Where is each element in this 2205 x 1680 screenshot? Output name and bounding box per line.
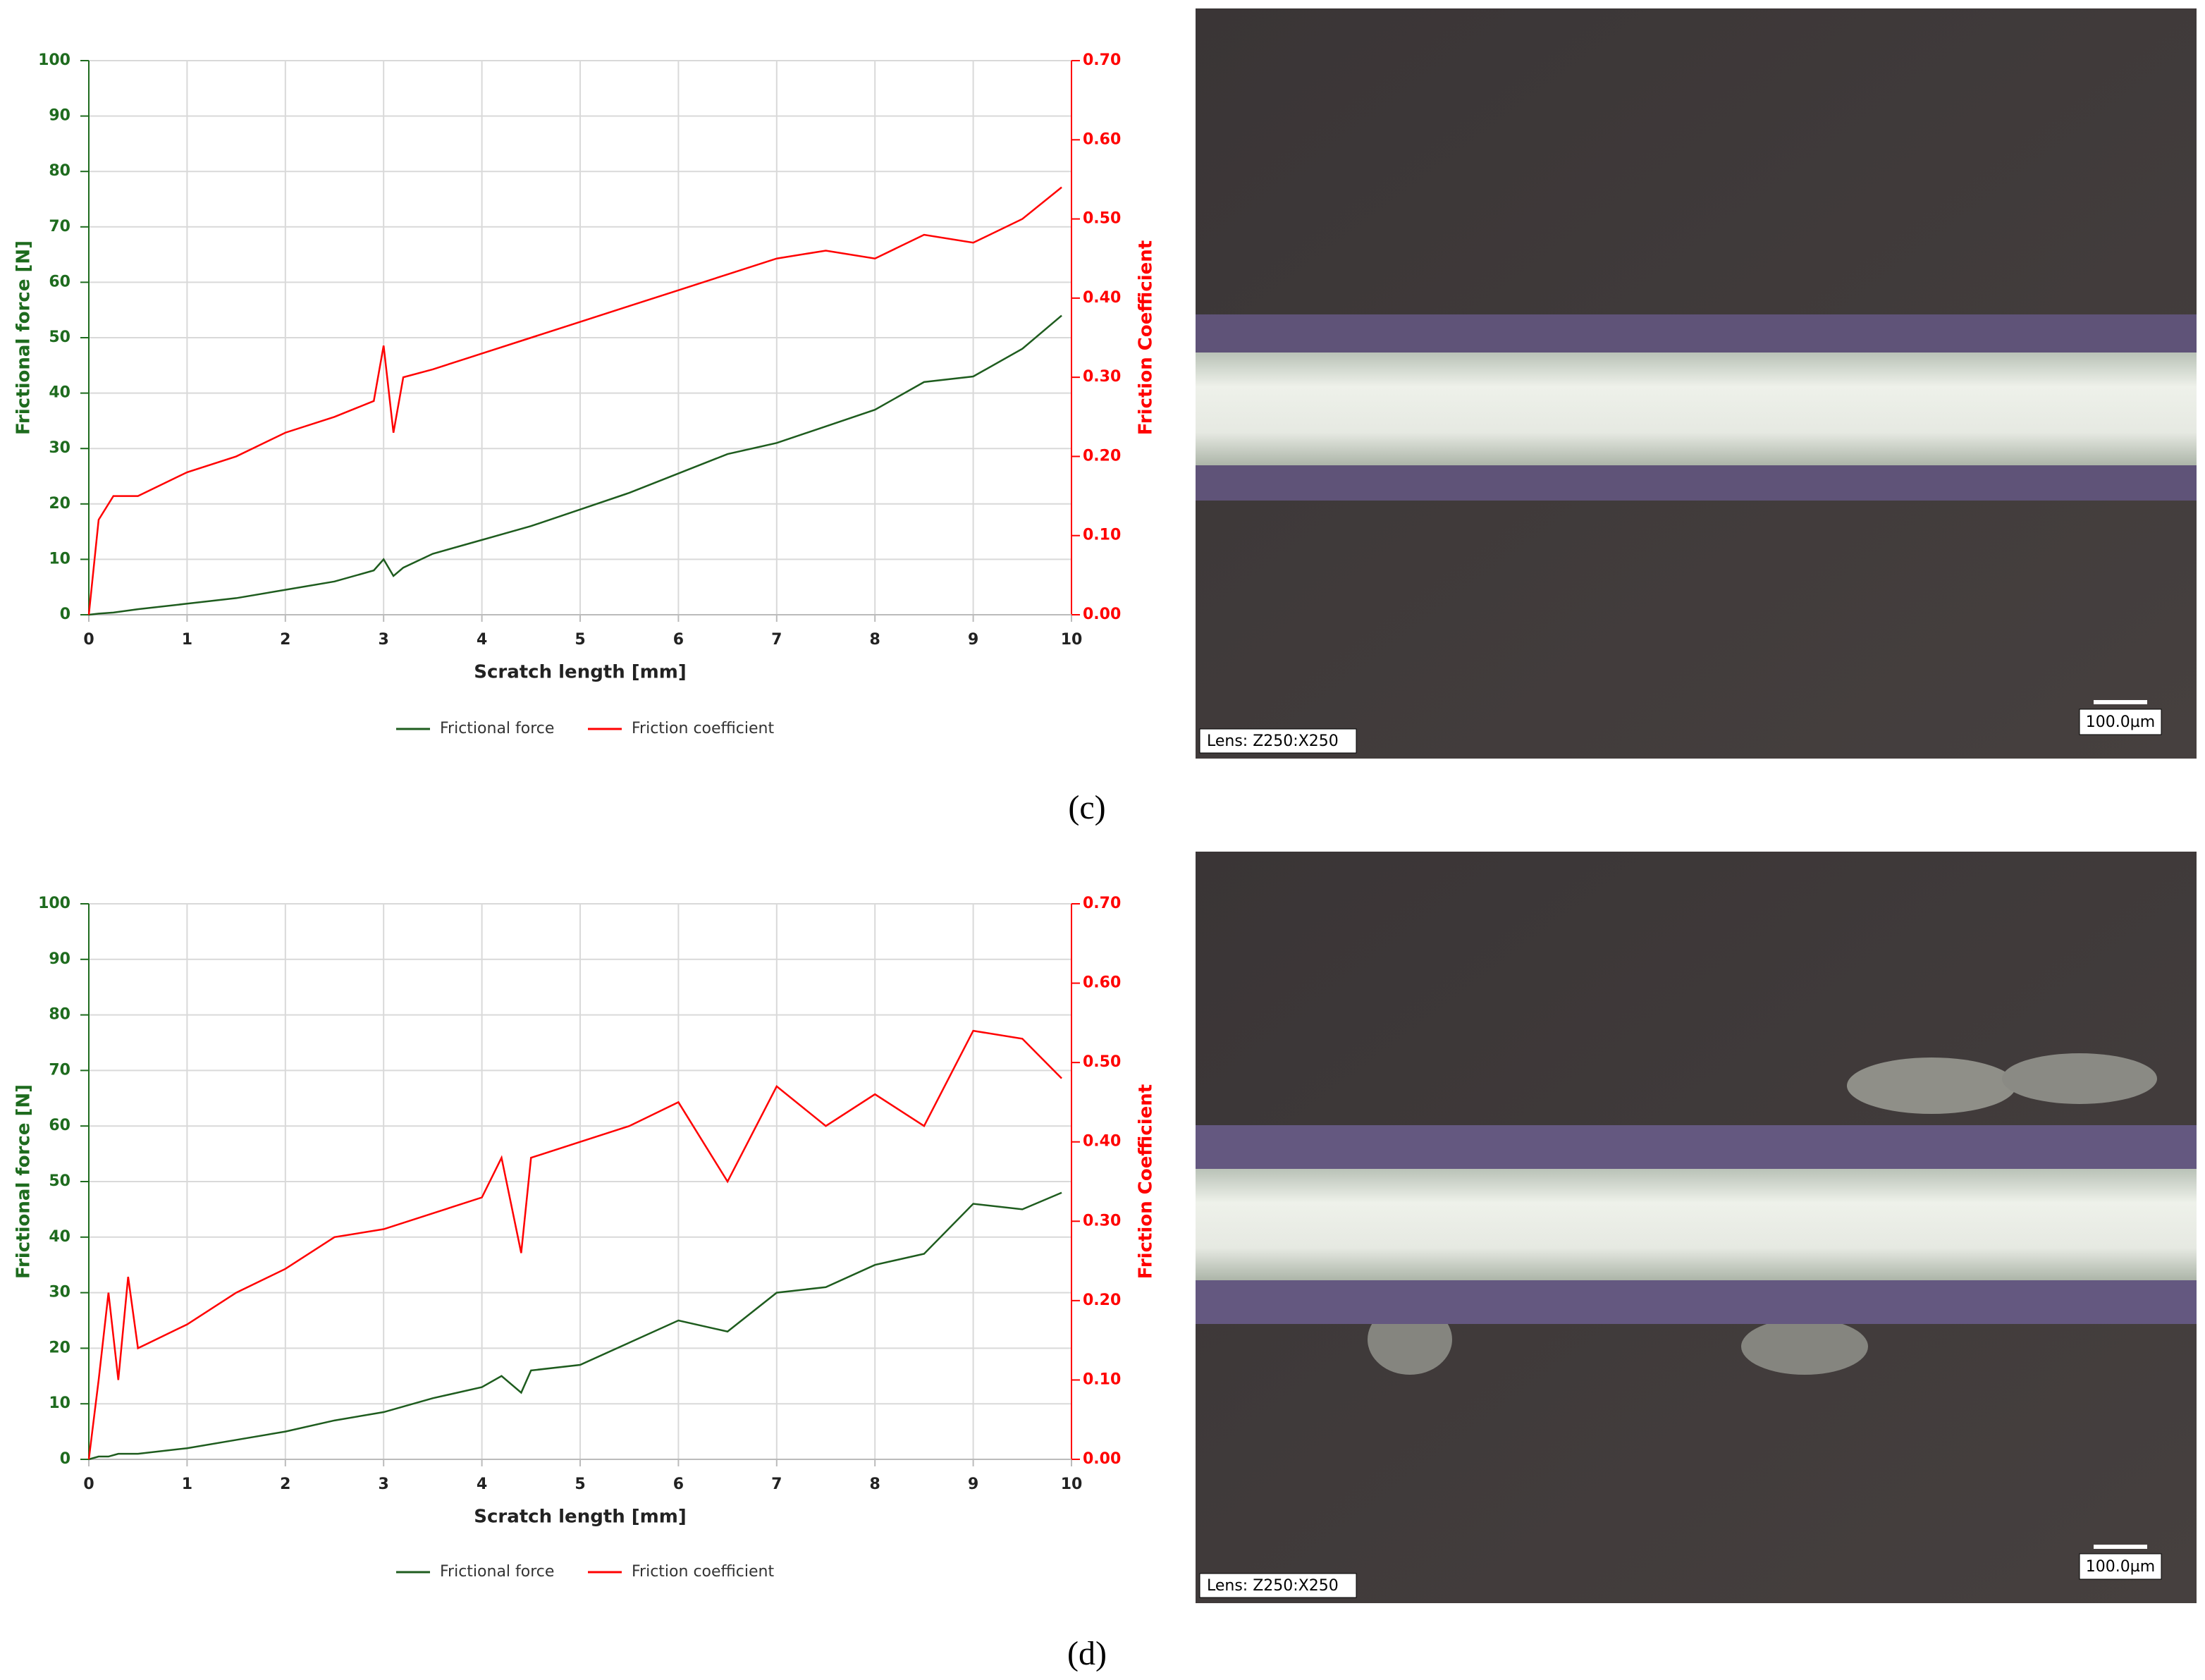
- micrograph: Lens: Z250:X250 100.0µm: [1196, 8, 2197, 759]
- lens-label: Lens: Z250:X250: [1207, 1577, 1339, 1595]
- x-tick-label: 5: [575, 631, 585, 649]
- y-tick-label: 50: [49, 1172, 70, 1190]
- x-tick-label: 0: [83, 1476, 94, 1493]
- series-line: [87, 186, 1062, 615]
- legend-label: Friction coefficient: [632, 1563, 774, 1581]
- y2-tick-label: 0.50: [1083, 210, 1121, 228]
- y-tick-label: 40: [49, 384, 70, 402]
- y-tick-label: 100: [38, 51, 70, 69]
- y2-axis-title: Friction Coefficient: [1136, 1084, 1157, 1279]
- y2-tick-label: 0.20: [1083, 447, 1121, 465]
- y-tick-label: 40: [49, 1228, 70, 1246]
- y2-tick-label: 0.70: [1083, 895, 1121, 912]
- panel-label: (d): [1067, 1635, 1107, 1672]
- y-tick-label: 60: [49, 273, 70, 290]
- legend-label: Friction coefficient: [632, 720, 774, 737]
- y-tick-label: 80: [49, 1006, 70, 1024]
- lens-box: [1199, 728, 1357, 754]
- y-tick-label: 90: [49, 950, 70, 968]
- y-tick-label: 70: [49, 218, 70, 235]
- y2-tick-label: 0.00: [1083, 606, 1121, 623]
- groove-edge: [1196, 314, 2197, 354]
- y-tick-label: 60: [49, 1117, 70, 1134]
- scale-box: [2079, 1553, 2162, 1580]
- y-tick-label: 0: [60, 1450, 70, 1468]
- panel-label: (c): [1068, 789, 1105, 826]
- y-tick-label: 10: [49, 1394, 70, 1412]
- y-tick-label: 20: [49, 495, 70, 513]
- y2-tick-label: 0.40: [1083, 289, 1121, 307]
- y2-tick-label: 0.30: [1083, 368, 1121, 386]
- x-tick-label: 2: [280, 631, 290, 649]
- x-tick-label: 1: [182, 1476, 192, 1493]
- x-tick-label: 6: [673, 631, 684, 649]
- x-axis-title: Scratch length [mm]: [474, 662, 687, 683]
- y2-tick-label: 0.70: [1083, 51, 1121, 69]
- x-tick-label: 9: [968, 1476, 978, 1493]
- y2-tick-label: 0.10: [1083, 1371, 1121, 1388]
- x-tick-label: 10: [1061, 631, 1083, 649]
- y-tick-label: 30: [49, 1284, 70, 1301]
- y-tick-label: 0: [60, 606, 70, 623]
- x-tick-label: 7: [771, 1476, 782, 1493]
- y-tick-label: 20: [49, 1339, 70, 1356]
- y-tick-label: 90: [49, 107, 70, 125]
- x-tick-label: 5: [575, 1476, 585, 1493]
- y2-tick-label: 0.00: [1083, 1450, 1121, 1468]
- x-tick-label: 8: [870, 1476, 880, 1493]
- spall: [2002, 1053, 2157, 1104]
- y-tick-label: 70: [49, 1061, 70, 1079]
- x-tick-label: 10: [1061, 1476, 1083, 1493]
- x-tick-label: 7: [771, 631, 782, 649]
- series-line: [87, 1029, 1062, 1460]
- x-tick-label: 3: [379, 1476, 389, 1493]
- x-tick-label: 1: [182, 631, 192, 649]
- groove-edge: [1196, 465, 2197, 501]
- scratch-track: [1196, 352, 2197, 467]
- lens-label: Lens: Z250:X250: [1207, 732, 1339, 750]
- spall: [1741, 1318, 1868, 1375]
- scale-label: 100.0µm: [2086, 1558, 2155, 1576]
- spall: [1847, 1057, 2016, 1114]
- x-tick-label: 0: [83, 631, 94, 649]
- groove-edge: [1196, 1280, 2197, 1324]
- y-axis-title: Frictional force [N]: [13, 240, 35, 435]
- y2-tick-label: 0.60: [1083, 974, 1121, 992]
- y-tick-label: 30: [49, 439, 70, 457]
- series-line: [88, 314, 1062, 616]
- series-line: [88, 1191, 1062, 1461]
- micrograph: Lens: Z250:X250 100.0µm: [1196, 852, 2197, 1603]
- scale-box: [2079, 709, 2162, 735]
- y-tick-label: 10: [49, 550, 70, 568]
- y2-tick-label: 0.20: [1083, 1292, 1121, 1309]
- x-tick-label: 2: [280, 1476, 290, 1493]
- y-tick-label: 100: [38, 895, 70, 912]
- y2-tick-label: 0.10: [1083, 527, 1121, 544]
- y2-tick-label: 0.50: [1083, 1053, 1121, 1071]
- legend-label: Frictional force: [440, 720, 554, 737]
- y-tick-label: 80: [49, 162, 70, 180]
- lens-box: [1199, 1573, 1357, 1598]
- x-tick-label: 4: [477, 631, 487, 649]
- y2-tick-label: 0.30: [1083, 1212, 1121, 1230]
- scratch-track: [1196, 1169, 2197, 1282]
- groove-edge: [1196, 1125, 2197, 1170]
- legend-label: Frictional force: [440, 1563, 554, 1581]
- x-tick-label: 3: [379, 631, 389, 649]
- y2-axis-title: Friction Coefficient: [1136, 240, 1157, 435]
- x-tick-label: 9: [968, 631, 978, 649]
- y-axis-title: Frictional force [N]: [13, 1084, 35, 1279]
- x-tick-label: 6: [673, 1476, 684, 1493]
- y-tick-label: 50: [49, 329, 70, 346]
- x-tick-label: 4: [477, 1476, 487, 1493]
- x-tick-label: 8: [870, 631, 880, 649]
- x-axis-title: Scratch length [mm]: [474, 1507, 687, 1528]
- scale-label: 100.0µm: [2086, 713, 2155, 731]
- y2-tick-label: 0.40: [1083, 1133, 1121, 1151]
- y2-tick-label: 0.60: [1083, 130, 1121, 148]
